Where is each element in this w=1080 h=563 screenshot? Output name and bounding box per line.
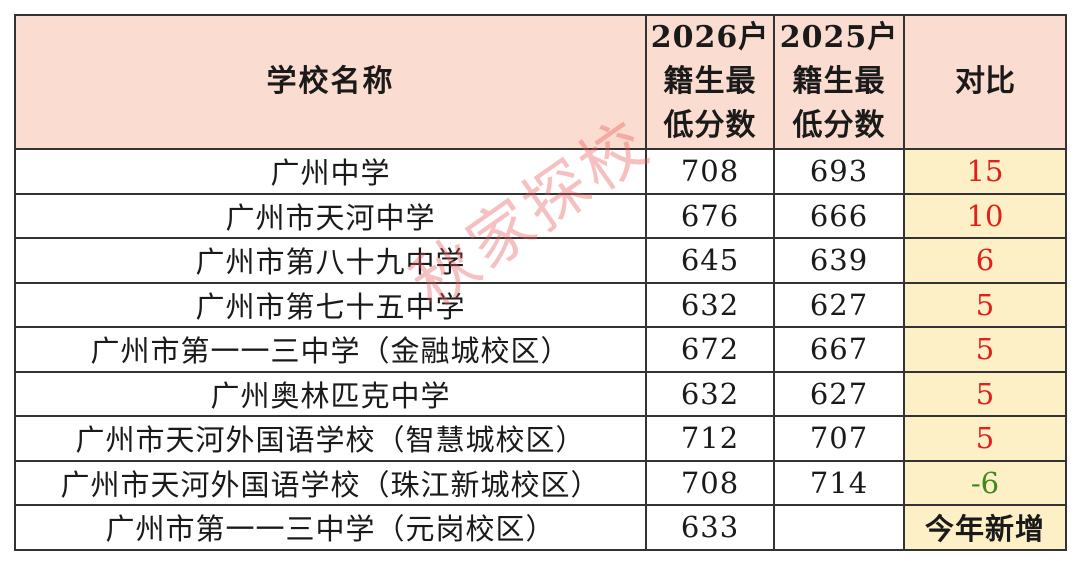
compare-value: 10 [966, 198, 1004, 233]
score-2026-cell: 633 [645, 504, 775, 551]
header-2025-line: 低分数 [792, 108, 886, 143]
compare-cell: 今年新增 [903, 504, 1067, 551]
table-row: 广州中学 708 693 15 [14, 148, 1067, 195]
header-compare: 对比 [903, 14, 1067, 150]
school-name-cell: 广州市第七十五中学 [14, 281, 647, 328]
compare-cell: 5 [903, 370, 1067, 417]
table-row: 广州市第八十九中学 645 639 6 [14, 237, 1067, 284]
compare-value: 今年新增 [924, 512, 1045, 547]
school-name-cell: 广州市第八十九中学 [14, 237, 647, 284]
score-2026-cell: 712 [645, 415, 775, 462]
compare-value: 5 [975, 421, 995, 456]
school-name-cell: 广州市第一一三中学（金融城校区） [14, 326, 647, 373]
compare-cell: 5 [903, 326, 1067, 373]
compare-value: 15 [966, 154, 1004, 189]
score-2025-cell: 627 [773, 370, 905, 417]
header-2026-line: 2026户 [650, 20, 770, 55]
header-2026-line: 低分数 [663, 108, 757, 143]
admission-score-table: 学校名称 2026户 籍生最 低分数 2025户 籍生最 低分数 对比 广州中学… [14, 14, 1067, 551]
header-2025-line: 2025户 [779, 20, 899, 55]
score-2026-cell: 672 [645, 326, 775, 373]
compare-value: 5 [975, 376, 995, 411]
score-2026-cell: 632 [645, 281, 775, 328]
compare-cell: 10 [903, 192, 1067, 239]
table-row: 广州市天河中学 676 666 10 [14, 192, 1067, 239]
score-2025-cell: 627 [773, 281, 905, 328]
compare-value: 6 [975, 243, 995, 278]
header-2026-score: 2026户 籍生最 低分数 [645, 14, 775, 150]
school-name-cell: 广州市第一一三中学（元岗校区） [14, 504, 647, 551]
header-school-name: 学校名称 [14, 14, 647, 150]
table-row: 广州市第一一三中学（金融城校区） 672 667 5 [14, 326, 1067, 373]
table-row: 广州市天河外国语学校（智慧城校区） 712 707 5 [14, 415, 1067, 462]
table-row: 广州市第七十五中学 632 627 5 [14, 281, 1067, 328]
compare-cell: 15 [903, 148, 1067, 195]
header-2025-score: 2025户 籍生最 低分数 [773, 14, 905, 150]
school-name-cell: 广州市天河外国语学校（智慧城校区） [14, 415, 647, 462]
score-2026-cell: 708 [645, 148, 775, 195]
score-2025-cell: 707 [773, 415, 905, 462]
score-2026-cell: 645 [645, 237, 775, 284]
score-2025-cell: 714 [773, 459, 905, 506]
header-2026-line: 籍生最 [663, 64, 757, 99]
table-row: 广州市天河外国语学校（珠江新城校区） 708 714 -6 [14, 459, 1067, 506]
school-name-cell: 广州市天河中学 [14, 192, 647, 239]
score-2025-cell [773, 504, 905, 551]
score-2025-cell: 667 [773, 326, 905, 373]
score-2026-cell: 632 [645, 370, 775, 417]
score-2025-cell: 666 [773, 192, 905, 239]
compare-value: 5 [975, 287, 995, 322]
compare-value: -6 [970, 465, 1000, 500]
compare-value: 5 [975, 332, 995, 367]
header-2025-line: 籍生最 [792, 64, 886, 99]
compare-cell: 5 [903, 415, 1067, 462]
table-row: 广州市第一一三中学（元岗校区） 633 今年新增 [14, 504, 1067, 551]
compare-cell: -6 [903, 459, 1067, 506]
school-name-cell: 广州奥林匹克中学 [14, 370, 647, 417]
school-name-cell: 广州中学 [14, 148, 647, 195]
score-2026-cell: 676 [645, 192, 775, 239]
compare-cell: 5 [903, 281, 1067, 328]
compare-cell: 6 [903, 237, 1067, 284]
score-2025-cell: 639 [773, 237, 905, 284]
score-2025-cell: 693 [773, 148, 905, 195]
table-row: 广州奥林匹克中学 632 627 5 [14, 370, 1067, 417]
school-name-cell: 广州市天河外国语学校（珠江新城校区） [14, 459, 647, 506]
score-2026-cell: 708 [645, 459, 775, 506]
table-header-row: 学校名称 2026户 籍生最 低分数 2025户 籍生最 低分数 对比 [14, 14, 1067, 150]
